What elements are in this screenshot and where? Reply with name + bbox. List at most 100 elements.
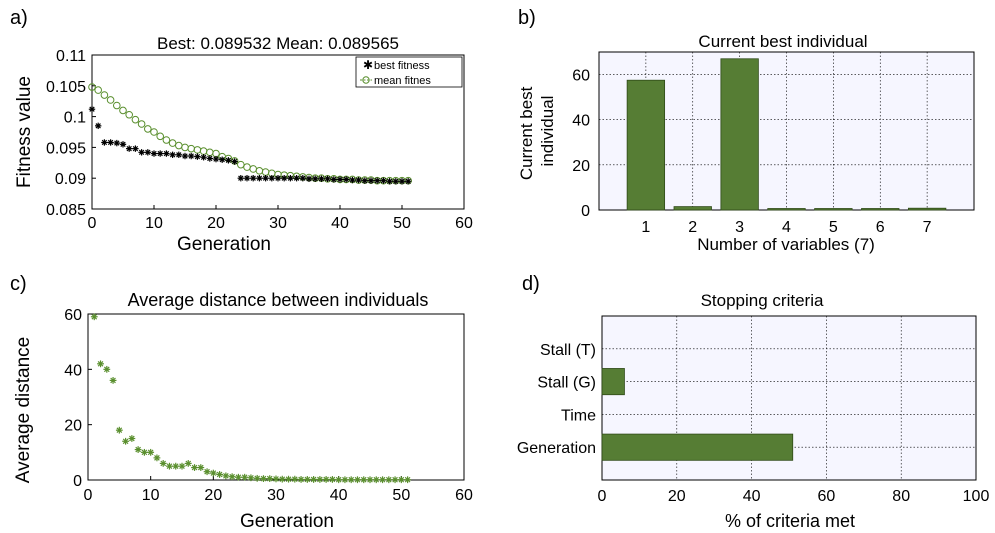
avg-distance-point <box>310 476 317 483</box>
chart-b-ylabel-line2: individual <box>538 96 557 167</box>
panel-label-a: a) <box>10 7 28 29</box>
best-fitness-point <box>330 176 337 183</box>
chart-c-ytick-label: 60 <box>64 307 82 324</box>
best-fitness-point <box>324 175 331 183</box>
chart-a-ytick-label: 0.11 <box>56 48 86 65</box>
best-fitness-point <box>299 175 306 182</box>
avg-distance-point <box>303 476 311 483</box>
chart-b-ylabel: Current best individual <box>517 82 557 180</box>
chart-c-xtick-label: 30 <box>267 487 285 504</box>
best-fitness-point <box>138 149 145 156</box>
avg-distance-point <box>322 476 330 483</box>
chart-b-bar <box>673 206 712 211</box>
best-fitness-point <box>200 154 207 161</box>
avg-distance-point <box>316 476 324 483</box>
chart-a-xtick-label: 0 <box>88 215 97 232</box>
chart-b-xtick-label: 6 <box>876 219 885 236</box>
best-fitness-point <box>250 175 257 182</box>
chart-b-xtick-label: 5 <box>829 219 838 236</box>
chart-b-bar <box>626 79 666 211</box>
chart-a-ytick-label: 0.09 <box>55 171 86 188</box>
avg-distance-point <box>335 476 343 484</box>
chart-b-bar <box>767 208 806 211</box>
mean-fitness-point <box>237 160 245 169</box>
chart-c-xtick-label: 20 <box>204 487 222 504</box>
avg-distance-point <box>228 473 236 481</box>
avg-distance-point <box>329 476 336 483</box>
best-fitness-point <box>398 178 406 185</box>
avg-distance-point <box>109 377 117 384</box>
best-fitness-point <box>126 145 133 152</box>
best-fitness-point <box>392 178 399 185</box>
chart-a-ytick-label: 0.1 <box>64 110 86 127</box>
chart-c-ytick-label: 40 <box>64 362 82 379</box>
chart-d-xtick-label: 80 <box>892 488 910 505</box>
avg-distance-point <box>260 475 267 483</box>
mean-fitness-point <box>150 128 158 136</box>
avg-distance-point <box>397 476 405 484</box>
chart-b-ytick-label: 20 <box>572 158 590 175</box>
chart-a-ytick-label: 0.085 <box>46 202 86 219</box>
chart-b-xtick-label: 4 <box>782 219 791 236</box>
best-fitness-point <box>386 178 393 185</box>
best-fitness-point <box>144 149 151 156</box>
chart-d-xtick-label: 20 <box>668 488 686 505</box>
avg-distance-point <box>141 448 148 456</box>
chart-b-bar <box>720 58 759 211</box>
avg-distance-point <box>272 475 280 483</box>
mean-fitness-point <box>106 96 115 104</box>
best-fitness-point <box>225 157 232 164</box>
avg-distance-point <box>203 468 211 476</box>
chart-a-ytick-label: 0.105 <box>46 79 86 96</box>
chart-d-xtick-label: 60 <box>818 488 836 505</box>
chart-d-title: Stopping criteria <box>701 291 824 310</box>
chart-b-ytick-label: 40 <box>572 113 590 130</box>
avg-distance-point <box>372 476 380 484</box>
chart-d: Stopping criteria Stall (T) Stall (G) Time… <box>517 291 990 531</box>
chart-a-legend-box <box>355 56 463 88</box>
best-fitness-point <box>194 153 201 160</box>
best-fitness-point <box>95 122 102 130</box>
best-fitness-point <box>287 175 294 182</box>
best-fitness-point <box>101 139 108 146</box>
best-fitness-point <box>293 175 300 182</box>
avg-distance-point <box>297 476 305 483</box>
best-fitness-point <box>318 175 325 183</box>
chart-a-xtick-label: 30 <box>269 215 287 232</box>
avg-distance-point <box>122 437 129 445</box>
chart-c-xlabel: Generation <box>240 511 334 532</box>
chart-b-xtick-label: 3 <box>735 219 744 236</box>
best-fitness-point <box>355 176 362 184</box>
chart-a-xtick-label: 40 <box>331 215 349 232</box>
mean-fitness-point <box>137 120 146 128</box>
legend-mean-label: mean fitnes <box>374 75 431 87</box>
mean-fitness-point <box>156 132 164 141</box>
chart-b-ylabel-line1: Current best <box>517 86 536 180</box>
best-fitness-point <box>380 177 387 184</box>
chart-b-xtick-label: 2 <box>688 219 697 236</box>
chart-a-ytick-label: 0.095 <box>46 140 86 157</box>
chart-c-ytick-label: 20 <box>64 418 82 435</box>
best-fitness-point <box>274 175 282 182</box>
chart-b-bar <box>861 208 900 211</box>
chart-b-bar <box>907 207 947 211</box>
avg-distance-point <box>197 464 205 471</box>
chart-a-legend: ✱ best fitness mean fitnes <box>355 56 463 88</box>
chart-d-bar <box>601 433 794 461</box>
chart-d-bar <box>601 368 625 396</box>
mean-fitness-point <box>144 125 152 133</box>
best-fitness-point <box>181 152 189 160</box>
avg-distance-point <box>404 476 411 484</box>
avg-distance-point <box>115 426 123 434</box>
chart-a-xtick-label: 60 <box>455 215 473 232</box>
chart-b-xtick-label: 1 <box>641 219 650 236</box>
avg-distance-point <box>391 476 399 484</box>
avg-distance-point <box>291 475 299 483</box>
avg-distance-point <box>147 448 155 456</box>
best-fitness-point <box>374 177 381 184</box>
best-fitness-point <box>268 175 275 182</box>
best-fitness-point <box>231 158 238 165</box>
avg-distance-point <box>235 473 242 481</box>
panel-label-b: b) <box>518 7 536 29</box>
chart-d-ytick-label: Time <box>561 407 596 424</box>
